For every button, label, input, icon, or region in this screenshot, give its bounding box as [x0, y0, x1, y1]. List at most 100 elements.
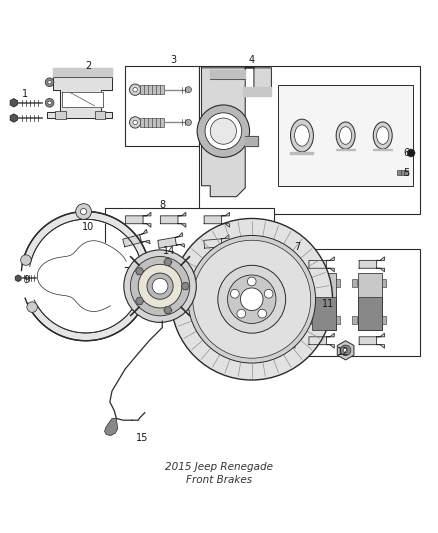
Circle shape	[197, 105, 250, 157]
Polygon shape	[359, 257, 385, 272]
Polygon shape	[11, 99, 17, 107]
Circle shape	[45, 78, 54, 87]
Circle shape	[81, 208, 87, 215]
Circle shape	[45, 99, 54, 107]
Polygon shape	[307, 316, 311, 324]
Bar	[397, 171, 408, 175]
Ellipse shape	[373, 122, 392, 149]
Text: 12: 12	[337, 346, 350, 357]
Text: 15: 15	[136, 433, 149, 442]
Ellipse shape	[339, 127, 352, 144]
Bar	[278, 85, 413, 185]
Bar	[125, 66, 199, 147]
Circle shape	[193, 240, 311, 358]
Polygon shape	[126, 212, 151, 227]
Circle shape	[185, 119, 191, 125]
Circle shape	[138, 264, 182, 308]
Polygon shape	[357, 273, 381, 330]
Polygon shape	[136, 268, 144, 274]
Polygon shape	[336, 149, 355, 150]
Polygon shape	[353, 279, 357, 287]
Polygon shape	[312, 297, 336, 330]
Polygon shape	[381, 279, 386, 287]
Circle shape	[130, 84, 141, 95]
Circle shape	[152, 278, 168, 294]
Text: 14: 14	[162, 246, 175, 256]
Ellipse shape	[290, 119, 314, 152]
Polygon shape	[141, 85, 164, 94]
Circle shape	[258, 309, 267, 318]
Text: 2015 Jeep Renegade
Front Brakes: 2015 Jeep Renegade Front Brakes	[165, 462, 273, 486]
Polygon shape	[336, 316, 340, 324]
Polygon shape	[158, 232, 185, 248]
Polygon shape	[164, 259, 172, 265]
Bar	[55, 111, 66, 119]
Ellipse shape	[377, 127, 389, 144]
Circle shape	[227, 275, 276, 324]
Polygon shape	[204, 235, 230, 249]
Polygon shape	[201, 68, 272, 197]
Ellipse shape	[295, 125, 309, 146]
Polygon shape	[263, 277, 267, 285]
Circle shape	[171, 219, 332, 380]
Polygon shape	[381, 316, 386, 324]
Polygon shape	[268, 271, 292, 328]
Polygon shape	[204, 212, 230, 227]
Polygon shape	[136, 297, 144, 304]
Polygon shape	[353, 316, 357, 324]
Circle shape	[131, 256, 190, 316]
Text: 8: 8	[159, 200, 165, 211]
Text: 5: 5	[404, 168, 410, 177]
Bar	[199, 66, 420, 214]
Circle shape	[48, 101, 51, 104]
Polygon shape	[164, 307, 172, 313]
Text: 6: 6	[404, 148, 410, 158]
Text: 4: 4	[249, 55, 255, 66]
Circle shape	[147, 273, 173, 299]
Text: 3: 3	[170, 55, 176, 66]
Circle shape	[188, 236, 315, 363]
Text: 2: 2	[85, 61, 91, 71]
Circle shape	[230, 289, 239, 298]
Polygon shape	[357, 297, 381, 330]
Circle shape	[264, 289, 273, 298]
Circle shape	[205, 113, 242, 149]
Polygon shape	[268, 295, 292, 328]
Text: 7: 7	[294, 242, 301, 252]
Polygon shape	[309, 257, 334, 272]
Polygon shape	[243, 87, 272, 96]
Polygon shape	[290, 152, 314, 154]
Polygon shape	[141, 118, 164, 127]
Circle shape	[76, 204, 92, 220]
Polygon shape	[245, 135, 258, 147]
Polygon shape	[307, 279, 311, 287]
Polygon shape	[37, 241, 126, 311]
Polygon shape	[270, 257, 295, 272]
Polygon shape	[270, 333, 295, 348]
Circle shape	[185, 87, 191, 93]
Polygon shape	[309, 333, 334, 348]
Circle shape	[237, 309, 246, 318]
Circle shape	[210, 118, 237, 144]
Polygon shape	[123, 229, 150, 247]
Ellipse shape	[336, 122, 355, 149]
Circle shape	[240, 288, 263, 311]
Polygon shape	[336, 279, 340, 287]
Circle shape	[130, 117, 141, 128]
Polygon shape	[22, 212, 150, 341]
Polygon shape	[160, 212, 186, 227]
Polygon shape	[46, 68, 112, 118]
Circle shape	[343, 348, 348, 352]
Circle shape	[218, 265, 286, 333]
Circle shape	[48, 80, 51, 84]
Circle shape	[340, 345, 351, 356]
Polygon shape	[292, 313, 297, 322]
Circle shape	[133, 120, 138, 125]
Polygon shape	[292, 277, 297, 285]
Bar	[254, 249, 420, 356]
Text: 1: 1	[21, 89, 28, 99]
Bar	[95, 111, 106, 119]
Bar	[106, 207, 274, 266]
Text: 9: 9	[23, 274, 29, 285]
Circle shape	[27, 302, 37, 312]
